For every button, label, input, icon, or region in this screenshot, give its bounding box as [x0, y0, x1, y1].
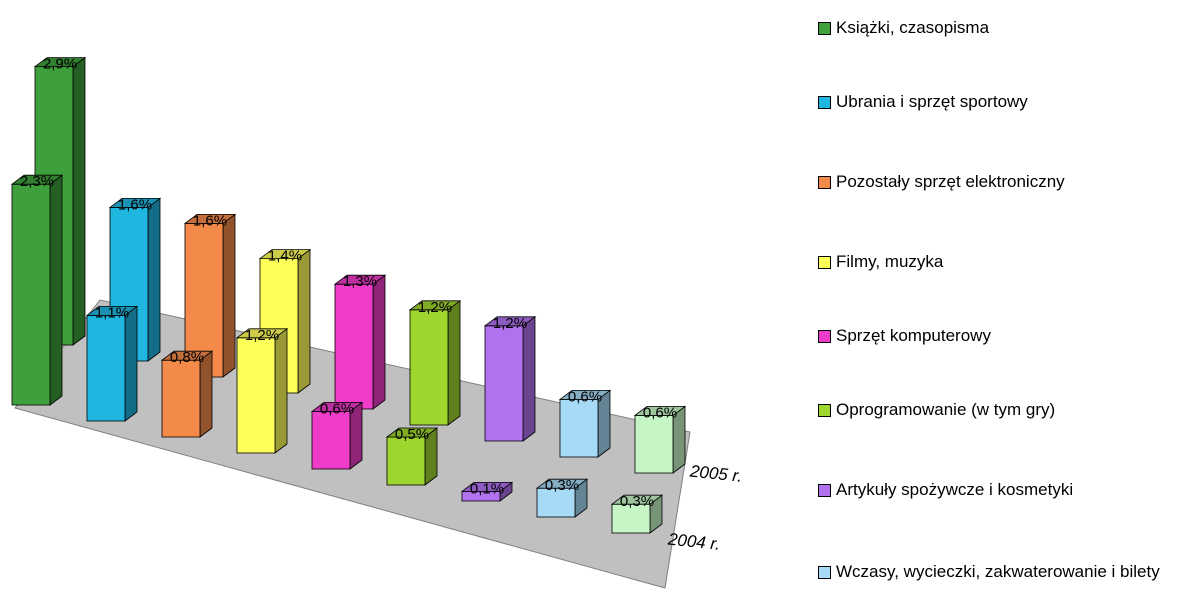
series-label: 2005 r. — [688, 461, 743, 485]
bar-top — [483, 316, 537, 327]
bar-top — [108, 197, 162, 208]
data-label: 1,1% — [95, 304, 129, 321]
bar — [334, 283, 374, 410]
bar — [386, 436, 426, 486]
legend-entry: Artykuły spożywcze i kosmetyki — [818, 480, 1178, 500]
legend-entry: Ubrania i sprzęt sportowy — [818, 92, 1178, 112]
legend-entry: Wczasy, wycieczki, zakwaterowanie i bile… — [818, 562, 1178, 582]
legend-label: Oprogramowanie (w tym gry) — [836, 400, 1056, 419]
data-label: 0,6% — [320, 400, 354, 417]
data-label: 0,8% — [170, 349, 204, 366]
bar-side — [522, 315, 536, 442]
legend-label: Wczasy, wycieczki, zakwaterowanie i bile… — [836, 562, 1160, 581]
bar — [634, 414, 674, 474]
legend-swatch — [818, 484, 831, 497]
bar-side — [274, 327, 288, 454]
data-label: 2,3% — [20, 173, 54, 190]
bar-top — [183, 213, 237, 224]
data-label: 0,1% — [470, 480, 504, 497]
bar — [161, 359, 201, 438]
legend-label: Książki, czasopisma — [836, 18, 990, 37]
bar-top — [535, 478, 589, 489]
legend-swatch — [818, 566, 831, 579]
bar-top — [385, 427, 439, 438]
bar-top — [258, 249, 312, 260]
bar-side — [222, 213, 236, 378]
data-label: 0,3% — [620, 493, 654, 510]
bar-top — [310, 401, 364, 412]
data-label: 1,2% — [418, 299, 452, 316]
data-label: 1,3% — [343, 273, 377, 290]
bar — [409, 309, 449, 426]
data-label: 1,4% — [268, 248, 302, 265]
legend-swatch — [818, 176, 831, 189]
legend-entry: Pozostały sprzęt elektroniczny — [818, 172, 1178, 192]
bar-top — [333, 274, 387, 285]
bar — [559, 398, 599, 458]
bar — [484, 325, 524, 442]
data-label: 0,6% — [568, 388, 602, 405]
legend-entry: Sprzęt komputerowy — [818, 326, 1178, 346]
bar-side — [447, 299, 461, 426]
legend-entry: Filmy, muzyka — [818, 252, 1178, 272]
data-label: 1,6% — [118, 196, 152, 213]
bar-top — [610, 494, 664, 505]
bar-top — [558, 389, 612, 400]
legend-label: Pozostały sprzęt elektroniczny — [836, 172, 1065, 191]
legend-label: Sprzęt komputerowy — [836, 326, 991, 345]
bar-top — [408, 300, 462, 311]
legend-swatch — [818, 22, 831, 35]
bar-top — [85, 305, 139, 316]
legend-swatch — [818, 256, 831, 269]
legend-label: Ubrania i sprzęt sportowy — [836, 92, 1028, 111]
legend-swatch — [818, 404, 831, 417]
legend-label: Artykuły spożywcze i kosmetyki — [836, 480, 1074, 499]
bar — [86, 314, 126, 422]
bar-top — [33, 57, 87, 67]
legend-swatch — [818, 330, 831, 343]
legend-entry: Książki, czasopisma — [818, 18, 1178, 38]
bar-top — [633, 405, 687, 416]
bar-top — [160, 350, 214, 361]
data-label: 0,3% — [545, 477, 579, 494]
data-label: 1,2% — [493, 315, 527, 332]
data-label: 0,6% — [643, 404, 677, 421]
legend-entry: Oprogramowanie (w tym gry) — [818, 400, 1178, 420]
data-label: 1,6% — [193, 212, 227, 229]
data-label: 0,5% — [395, 426, 429, 443]
bar-side — [49, 174, 63, 406]
series-label: 2004 r. — [666, 529, 721, 553]
data-label: 2,9% — [43, 56, 77, 73]
bar — [11, 183, 51, 406]
data-label: 1,2% — [245, 327, 279, 344]
bar-top — [235, 328, 289, 339]
bar — [611, 503, 651, 534]
bar — [536, 487, 576, 518]
bar — [311, 410, 351, 470]
bar-side — [124, 305, 138, 422]
bar — [236, 337, 276, 454]
legend-label: Filmy, muzyka — [836, 252, 944, 271]
bar-top — [10, 174, 64, 185]
chart: 2,9% 1,6% 1,6% 1,4% 1,3% 1,2% 1,2% 0,6% 0,6% 2,3%… — [10, 56, 743, 589]
bar-side — [72, 56, 86, 346]
bar-side — [297, 248, 311, 394]
bar-side — [147, 197, 161, 362]
bar-side — [372, 274, 386, 410]
bar-top — [460, 481, 514, 492]
legend-swatch — [818, 96, 831, 109]
